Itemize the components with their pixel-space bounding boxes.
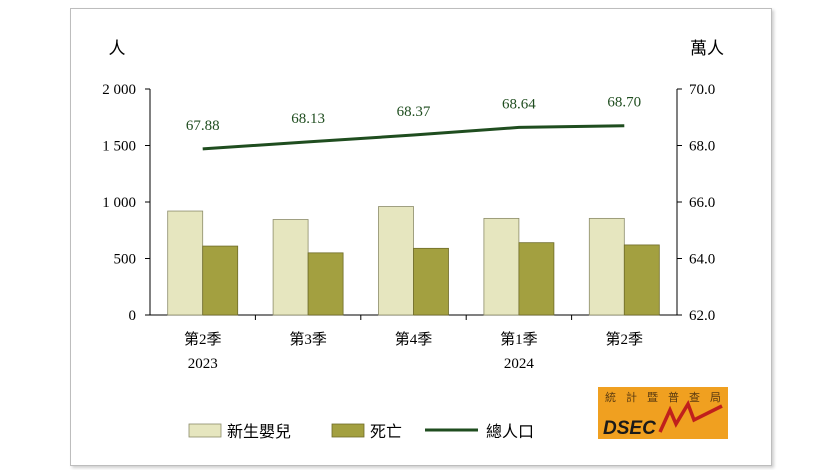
data-label-population: 68.64 [502, 96, 536, 112]
left-axis-unit: 人 [109, 39, 126, 58]
bar-deaths [202, 245, 239, 316]
x-tick-label-quarter: 第2季 [184, 330, 222, 348]
data-label-population: 67.88 [186, 118, 220, 134]
left-tick-label: 500 [114, 252, 137, 268]
line-population [202, 124, 625, 151]
x-tick-label-year: 2024 [504, 356, 535, 372]
logo-char: 計 [626, 390, 637, 404]
left-tick-label: 1 500 [102, 139, 136, 155]
logo-char: 局 [710, 391, 721, 404]
left-tick-label: 0 [129, 308, 137, 324]
bar-births [272, 219, 309, 316]
bar-deaths [413, 247, 449, 316]
x-tick-label-quarter: 第1季 [500, 330, 538, 348]
dsec-logo-text: DSEC [603, 418, 656, 439]
legend-label-deaths: 死亡 [370, 423, 402, 441]
logo-char: 查 [689, 390, 700, 404]
bar-births [588, 217, 625, 316]
dsec-logo: 統計暨普查局 DSEC [598, 387, 728, 439]
left-tick-label: 2 000 [102, 82, 136, 98]
legend-label-births: 新生嬰兒 [227, 423, 291, 441]
right-tick-label: 62.0 [689, 308, 715, 324]
x-tick-label-year: 2023 [188, 356, 218, 372]
x-tick-label-quarter: 第4季 [395, 330, 433, 348]
data-label-population: 68.13 [291, 111, 325, 127]
legend-swatch-deaths [331, 423, 365, 438]
right-axis-unit: 萬人 [690, 39, 724, 58]
right-tick-label: 66.0 [689, 195, 715, 211]
bar-births [378, 206, 414, 316]
bar-births [167, 210, 204, 316]
data-label-population: 68.70 [607, 95, 641, 111]
right-tick-label: 68.0 [689, 139, 715, 155]
logo-char: 暨 [647, 391, 658, 404]
legend: 新生嬰兒 死亡 總人口 [188, 423, 534, 441]
logo-char: 統 [605, 390, 616, 404]
legend-label-population: 總人口 [486, 423, 534, 441]
bar-deaths [518, 242, 555, 316]
x-tick-label-quarter: 第3季 [289, 330, 327, 348]
x-tick-label-quarter: 第2季 [606, 330, 644, 348]
bar-births [483, 217, 520, 316]
right-tick-label: 64.0 [689, 252, 715, 268]
right-tick-label: 70.0 [689, 82, 715, 98]
bar-deaths [307, 252, 344, 316]
bar-deaths [623, 244, 660, 316]
data-label-population: 68.37 [397, 104, 431, 120]
legend-swatch-births [188, 423, 222, 438]
logo-char: 普 [668, 390, 679, 404]
left-tick-label: 1 000 [102, 195, 136, 211]
